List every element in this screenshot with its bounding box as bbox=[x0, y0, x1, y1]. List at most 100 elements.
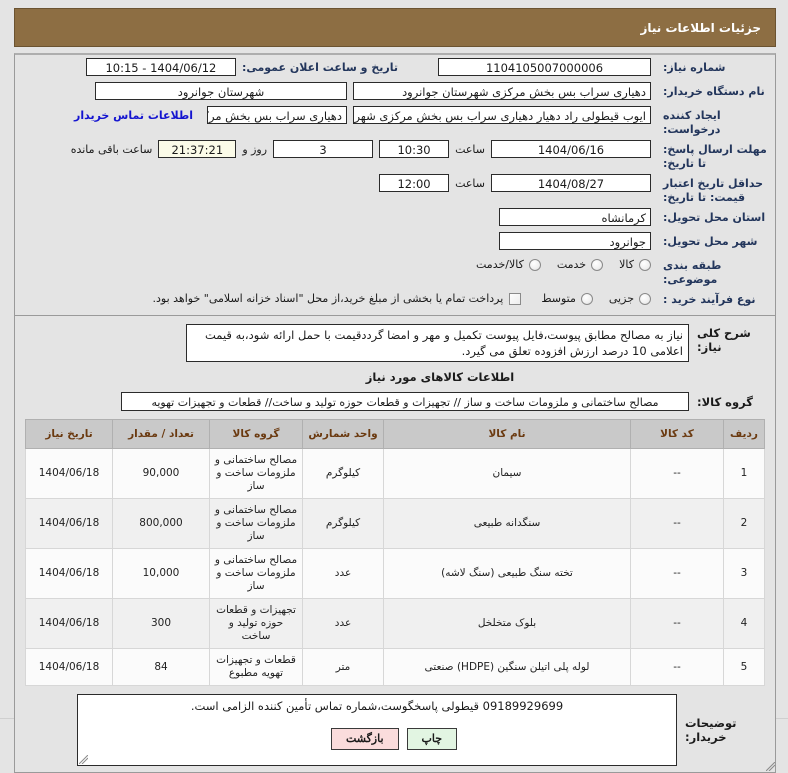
reply-deadline-date-field[interactable]: 1404/06/16 bbox=[491, 140, 651, 158]
countdown-timer-field: 21:37:21 bbox=[158, 140, 237, 158]
label-reply-hour: ساعت bbox=[455, 142, 485, 156]
label-reply-deadline: مهلت ارسال پاسخ: تا تاریخ: bbox=[663, 143, 767, 170]
cell-row: 3 bbox=[723, 548, 765, 599]
label-announce-datetime: تاریخ و ساعت اعلان عمومی: bbox=[241, 60, 398, 74]
buyer-org-field-overflow[interactable]: شهرستان جوانرود bbox=[95, 82, 347, 100]
goods-section-title: اطلاعات کالاهای مورد نیاز bbox=[365, 370, 515, 384]
row-goods-group: گروه کالا: مصالح ساختمانی و ملزومات ساخت… bbox=[15, 390, 775, 419]
price-validity-time-field[interactable]: 12:00 bbox=[379, 174, 450, 192]
buyer-org-field[interactable]: دهیاری سراب بس بخش مرکزی شهرستان جوانرود bbox=[353, 82, 651, 100]
delivery-city-field[interactable]: جوانرود bbox=[499, 232, 651, 250]
cell-group: مصالح ساختمانی و ملزومات ساخت و ساز bbox=[209, 548, 303, 599]
radio-icon[interactable] bbox=[580, 292, 593, 305]
goods-group-field[interactable]: مصالح ساختمانی و ملزومات ساخت و ساز // ت… bbox=[121, 392, 689, 411]
label-description: شرح کلی نیاز: bbox=[697, 326, 751, 354]
cell-group: تجهیزات و قطعات حوزه تولید و ساخت bbox=[209, 598, 303, 649]
delivery-province-field[interactable]: کرمانشاه bbox=[499, 208, 651, 226]
creator-field[interactable]: ایوب قیطولی راد دهیار دهیاری سراب بس بخش… bbox=[353, 106, 651, 124]
cell-group: قطعات و تجهیزات تهویه مطبوع bbox=[209, 648, 303, 686]
col-header-code: کد کالا bbox=[630, 419, 724, 449]
row-creator: ایجاد کننده درخواست: ایوب قیطولی راد دهی… bbox=[15, 103, 775, 137]
subject-class-radio-group: کالا خدمت کالا/خدمت bbox=[476, 258, 651, 271]
reply-deadline-time-field[interactable]: 10:30 bbox=[379, 140, 450, 158]
cell-date: 1404/06/18 bbox=[25, 498, 113, 549]
cell-name: تخته سنگ طبیعی (سنگ لاشه) bbox=[383, 548, 631, 599]
radio-option-kala-khedmat[interactable]: کالا/خدمت bbox=[476, 258, 541, 271]
cell-code: -- bbox=[630, 448, 724, 499]
table-header-row: ردیف کد کالا نام کالا واحد شمارش گروه کا… bbox=[25, 419, 765, 449]
cell-date: 1404/06/18 bbox=[25, 598, 113, 649]
cell-unit: عدد bbox=[302, 548, 384, 599]
row-delivery-province: استان محل تحویل: کرمانشاه bbox=[15, 205, 775, 229]
radio-option-jozyi[interactable]: جزیی bbox=[609, 292, 651, 305]
cell-qty: 84 bbox=[112, 648, 210, 686]
table-row: 5 -- لوله پلی اتیلن سنگین (HDPE) صنعتی م… bbox=[25, 648, 765, 686]
row-request-number: شماره نیاز: 1104105007000006 تاریخ و ساع… bbox=[15, 55, 775, 79]
goods-table-body: 1 -- سیمان کیلوگرم مصالح ساختمانی و ملزو… bbox=[25, 448, 765, 686]
print-button[interactable]: چاپ bbox=[406, 728, 458, 750]
label-delivery-city: شهر محل تحویل: bbox=[663, 235, 758, 248]
col-header-name: نام کالا bbox=[383, 419, 631, 449]
buyer-notes-text: 09189929699 قیطولی پاسخگوست،شماره تماس ت… bbox=[190, 699, 564, 713]
footer-actions: چاپ بازگشت bbox=[0, 728, 788, 750]
cell-row: 4 bbox=[723, 598, 765, 649]
label-price-validity: حداقل تاریخ اعتبار قیمت: تا تاریخ: bbox=[663, 177, 764, 204]
table-row: 2 -- سنگدانه طبیعی کیلوگرم مصالح ساختمان… bbox=[25, 498, 765, 549]
col-header-date: تاریخ نیاز bbox=[25, 419, 113, 449]
radio-label: کالا bbox=[619, 258, 634, 271]
cell-name: سیمان bbox=[383, 448, 631, 499]
cell-date: 1404/06/18 bbox=[25, 448, 113, 499]
creator-field-overflow[interactable]: دهیاری سراب بس بخش مرکزی شهرستان جوانرود bbox=[207, 106, 347, 124]
buyer-contact-link[interactable]: اطلاعات تماس خریدار bbox=[73, 108, 193, 122]
main-panel: شماره نیاز: 1104105007000006 تاریخ و ساع… bbox=[14, 53, 776, 773]
table-row: 1 -- سیمان کیلوگرم مصالح ساختمانی و ملزو… bbox=[25, 448, 765, 499]
cell-row: 2 bbox=[723, 498, 765, 549]
request-number-field[interactable]: 1104105007000006 bbox=[438, 58, 651, 76]
radio-option-motavaset[interactable]: متوسط bbox=[541, 292, 593, 305]
cell-qty: 300 bbox=[112, 598, 210, 649]
announce-datetime-field[interactable]: 1404/06/12 - 10:15 bbox=[85, 58, 236, 76]
cell-name: بلوک متخلخل bbox=[383, 598, 631, 649]
remaining-days-field[interactable]: 3 bbox=[273, 140, 374, 158]
price-validity-date-field[interactable]: 1404/08/27 bbox=[491, 174, 651, 192]
cell-code: -- bbox=[630, 548, 724, 599]
radio-icon[interactable] bbox=[639, 258, 651, 271]
radio-label: خدمت bbox=[556, 258, 587, 271]
col-header-qty: تعداد / مقدار bbox=[112, 419, 210, 449]
label-delivery-province: استان محل تحویل: bbox=[663, 211, 766, 224]
row-buyer-org: نام دستگاه خریدار: دهیاری سراب بس بخش مر… bbox=[15, 79, 775, 103]
radio-icon[interactable] bbox=[639, 292, 651, 305]
radio-option-khedmat[interactable]: خدمت bbox=[556, 258, 604, 271]
cell-code: -- bbox=[630, 598, 724, 649]
page-header-bar: جزئیات اطلاعات نیاز bbox=[14, 8, 776, 47]
label-price-hour: ساعت bbox=[455, 176, 485, 190]
label-purchase-type: نوع فرآیند خرید : bbox=[663, 293, 756, 306]
cell-name: سنگدانه طبیعی bbox=[383, 498, 631, 549]
label-buyer-org: نام دستگاه خریدار: bbox=[663, 85, 765, 98]
cell-group: مصالح ساختمانی و ملزومات ساخت و ساز bbox=[209, 498, 303, 549]
cell-name: لوله پلی اتیلن سنگین (HDPE) صنعتی bbox=[383, 648, 631, 686]
cell-row: 1 bbox=[723, 448, 765, 499]
row-reply-deadline: مهلت ارسال پاسخ: تا تاریخ: 1404/06/16 سا… bbox=[15, 137, 775, 171]
row-subject-class: طبقه بندی موضوعی: کالا خدمت کالا/خدمت bbox=[15, 253, 775, 287]
radio-icon[interactable] bbox=[591, 258, 604, 271]
cell-qty: 10,000 bbox=[112, 548, 210, 599]
col-header-group: گروه کالا bbox=[209, 419, 303, 449]
row-price-validity: حداقل تاریخ اعتبار قیمت: تا تاریخ: 1404/… bbox=[15, 171, 775, 205]
treasury-bond-note: پرداخت تمام یا بخشی از مبلغ خرید،از محل … bbox=[152, 292, 504, 305]
page-title: جزئیات اطلاعات نیاز bbox=[640, 20, 761, 35]
label-subject-class: طبقه بندی موضوعی: bbox=[663, 259, 722, 286]
back-button[interactable]: بازگشت bbox=[330, 728, 399, 750]
treasury-bond-checkbox[interactable] bbox=[509, 292, 522, 305]
cell-date: 1404/06/18 bbox=[25, 648, 113, 686]
row-purchase-type: نوع فرآیند خرید : جزیی متوسط پرداخت تمام… bbox=[15, 287, 775, 310]
description-textarea[interactable]: نیاز به مصالح مطابق پیوست،فایل پیوست تکم… bbox=[186, 324, 689, 362]
cell-unit: کیلوگرم bbox=[302, 448, 384, 499]
label-request-number: شماره نیاز: bbox=[663, 61, 726, 74]
radio-label: جزیی bbox=[608, 292, 634, 305]
radio-option-kala[interactable]: کالا bbox=[619, 258, 651, 271]
cell-row: 5 bbox=[723, 648, 765, 686]
purchase-type-radio-group: جزیی متوسط bbox=[541, 292, 651, 305]
label-creator: ایجاد کننده درخواست: bbox=[663, 109, 721, 136]
radio-icon[interactable] bbox=[528, 258, 541, 271]
